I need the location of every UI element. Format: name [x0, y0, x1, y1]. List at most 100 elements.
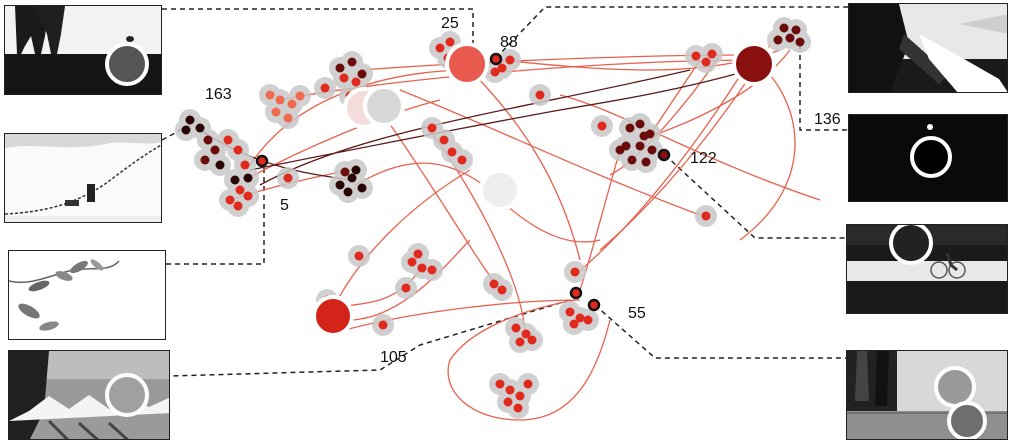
graph-node [225, 195, 235, 205]
label-136: 136 [814, 111, 841, 128]
big-circles [312, 42, 776, 337]
graph-node [195, 123, 205, 133]
label-88: 88 [500, 34, 518, 51]
graph-node [413, 249, 423, 259]
graph-node [357, 69, 367, 79]
thumb-cyclist [846, 224, 1008, 314]
marker-circle [105, 42, 149, 86]
marker-circle [889, 225, 933, 265]
thumb-leaves [8, 250, 166, 340]
graph-node [445, 37, 455, 47]
graph-node [583, 315, 593, 325]
graph-node [347, 173, 357, 183]
label-105: 105 [380, 349, 407, 366]
graph-node [503, 397, 513, 407]
graph-node [401, 283, 411, 293]
graph-node [343, 187, 353, 197]
graph-node [513, 403, 523, 413]
graph-node [427, 123, 437, 133]
highlight-nodes [255, 52, 671, 312]
graph-node [181, 125, 191, 135]
graph-node [200, 155, 210, 165]
label-55: 55 [628, 305, 646, 322]
leader-line-136 [799, 46, 848, 131]
thumb-pillars [846, 350, 1008, 440]
halos [175, 17, 811, 419]
graph-node [230, 175, 240, 185]
graph-node [265, 90, 275, 100]
graph-node [495, 379, 505, 389]
graph-node [185, 115, 195, 125]
label-163: 163 [205, 86, 232, 103]
graph-node [210, 145, 220, 155]
labels: 163 25 88 136 122 5 55 105 [205, 15, 841, 366]
graph-node [511, 323, 521, 333]
graph-node [625, 123, 635, 133]
leader-line-55 [594, 304, 846, 359]
label-25: 25 [441, 15, 459, 32]
graph-node [535, 90, 545, 100]
marker-circle [910, 136, 952, 178]
thumb-snow-hill [4, 133, 162, 223]
graph-node [378, 320, 388, 330]
graph-node [597, 121, 607, 131]
graph-node [490, 67, 500, 77]
graph-node [773, 35, 783, 45]
graph-node [641, 157, 651, 167]
graph-node [335, 63, 345, 73]
graph-node [275, 95, 285, 105]
graph-node [570, 267, 580, 277]
graph-node [647, 145, 657, 155]
big-node-center [479, 169, 521, 211]
graph-node [785, 33, 795, 43]
graph-node [435, 43, 445, 53]
graph-node [701, 57, 711, 67]
graph-node [497, 63, 507, 73]
leader-line-122 [664, 154, 846, 239]
node-5 [255, 154, 269, 168]
graph-node [701, 211, 711, 221]
big-node-25 [445, 42, 489, 86]
marker-circle [947, 401, 987, 439]
graph-node [351, 77, 361, 87]
big-node-105 [312, 295, 354, 337]
graph-node [447, 147, 457, 157]
graph-node [235, 185, 245, 195]
graph-node [515, 391, 525, 401]
graph-node [339, 73, 349, 83]
graph-node [615, 145, 625, 155]
graph-node [575, 313, 585, 323]
node-122 [657, 148, 671, 162]
big-node-pale-2 [363, 85, 405, 127]
graph-node [505, 385, 515, 395]
thumb-shadow-figures [848, 3, 1008, 93]
graph-node [354, 251, 364, 261]
graph-node [271, 107, 281, 117]
graph-node [505, 55, 515, 65]
graph-node [707, 49, 717, 59]
graph-node [523, 379, 533, 389]
graph-node [295, 91, 305, 101]
leader-lines [161, 6, 848, 377]
graph-node [357, 183, 367, 193]
node-55 [587, 298, 601, 312]
graph-node [203, 135, 213, 145]
thumb-gray-fabric [8, 350, 170, 440]
graph-node [407, 257, 417, 267]
graph-node [320, 83, 330, 93]
graph-node [287, 99, 297, 109]
graph-node [233, 201, 243, 211]
graph-node [569, 319, 579, 329]
big-node-88-right [732, 42, 776, 86]
links [229, 44, 821, 421]
graph-node [351, 165, 361, 175]
marker-circle [105, 373, 149, 417]
graph-node [215, 160, 225, 170]
graph-node [497, 285, 507, 295]
graph-node [335, 180, 345, 190]
graph-node [635, 141, 645, 151]
graph-node [565, 307, 575, 317]
graph-node [427, 265, 437, 275]
graph-node [795, 37, 805, 47]
